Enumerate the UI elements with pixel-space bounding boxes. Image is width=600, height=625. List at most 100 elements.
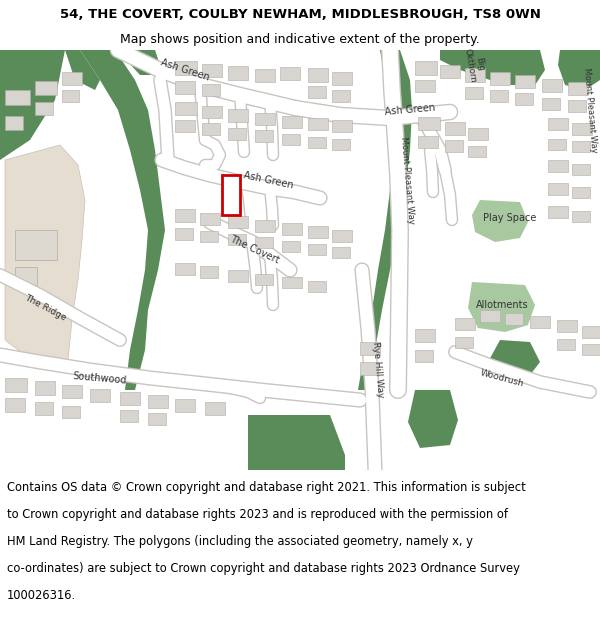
Bar xyxy=(15,230,57,260)
Bar xyxy=(308,118,328,130)
Text: Big
Okthorn: Big Okthorn xyxy=(463,46,488,84)
Bar xyxy=(120,392,140,405)
Bar xyxy=(62,385,82,398)
Bar xyxy=(120,410,138,422)
Bar xyxy=(308,281,326,292)
Text: Woodrush: Woodrush xyxy=(479,368,525,388)
Bar xyxy=(255,69,275,82)
Bar xyxy=(515,93,533,105)
Bar xyxy=(490,90,508,102)
Bar xyxy=(35,81,57,95)
Bar xyxy=(282,134,300,145)
Text: Ash Green: Ash Green xyxy=(385,103,436,117)
Bar xyxy=(228,216,248,228)
Bar xyxy=(582,326,600,338)
Bar xyxy=(62,90,79,102)
Bar xyxy=(282,223,302,235)
Bar xyxy=(202,106,222,118)
Bar xyxy=(280,67,300,80)
Bar xyxy=(440,65,460,78)
Polygon shape xyxy=(5,145,85,365)
Bar xyxy=(332,120,352,132)
Bar xyxy=(228,270,248,282)
Bar xyxy=(308,86,326,98)
Bar xyxy=(557,339,575,350)
Bar xyxy=(200,266,218,278)
Text: Map shows position and indicative extent of the property.: Map shows position and indicative extent… xyxy=(120,32,480,46)
Bar xyxy=(415,80,435,92)
Bar xyxy=(542,98,560,110)
Bar xyxy=(175,228,193,240)
Bar xyxy=(15,267,37,285)
Bar xyxy=(90,389,110,402)
Text: The Ridge: The Ridge xyxy=(23,293,67,322)
Text: Ash Green: Ash Green xyxy=(242,170,294,190)
Bar xyxy=(228,66,248,80)
Text: co-ordinates) are subject to Crown copyright and database rights 2023 Ordnance S: co-ordinates) are subject to Crown copyr… xyxy=(7,562,520,575)
Bar xyxy=(465,87,483,99)
Bar xyxy=(548,118,568,130)
Bar xyxy=(175,209,195,222)
Bar xyxy=(175,61,197,75)
Bar xyxy=(202,84,220,96)
Bar xyxy=(282,277,302,288)
Bar xyxy=(418,136,438,148)
Bar xyxy=(308,244,326,255)
Text: Southwood: Southwood xyxy=(73,371,127,386)
Polygon shape xyxy=(558,50,600,90)
Bar xyxy=(62,406,80,418)
Polygon shape xyxy=(472,200,528,242)
Polygon shape xyxy=(408,390,458,448)
Bar xyxy=(62,72,82,85)
Bar xyxy=(415,350,433,362)
Bar xyxy=(465,68,485,82)
Bar xyxy=(332,72,352,85)
Bar xyxy=(175,399,195,412)
Bar xyxy=(255,220,275,232)
Bar xyxy=(5,90,30,105)
Polygon shape xyxy=(80,50,165,390)
Bar xyxy=(542,79,562,92)
Text: to Crown copyright and database rights 2023 and is reproduced with the permissio: to Crown copyright and database rights 2… xyxy=(7,508,508,521)
Bar xyxy=(572,211,590,222)
Bar xyxy=(308,226,328,238)
Bar xyxy=(572,123,592,135)
Bar xyxy=(445,122,465,135)
Bar xyxy=(255,274,273,285)
Bar xyxy=(582,344,600,355)
Text: The Covert: The Covert xyxy=(229,234,281,266)
Bar xyxy=(480,310,500,322)
Bar xyxy=(332,139,350,150)
Bar xyxy=(5,116,23,130)
Bar xyxy=(35,102,53,115)
Polygon shape xyxy=(128,50,160,75)
Bar xyxy=(455,337,473,348)
Bar xyxy=(557,320,577,332)
Bar xyxy=(515,75,535,88)
Bar xyxy=(5,378,27,392)
Text: Contains OS data © Crown copyright and database right 2021. This information is : Contains OS data © Crown copyright and d… xyxy=(7,481,526,494)
Text: Mount Pleasant Way: Mount Pleasant Way xyxy=(582,67,598,153)
Bar xyxy=(5,398,25,412)
Bar xyxy=(568,100,586,112)
Bar xyxy=(572,141,590,152)
Text: Play Space: Play Space xyxy=(484,213,536,223)
Bar xyxy=(200,213,220,225)
Bar xyxy=(468,128,488,140)
Bar xyxy=(148,395,168,408)
Bar xyxy=(418,117,440,130)
Bar xyxy=(200,231,218,242)
Bar xyxy=(35,381,55,395)
Bar xyxy=(332,247,350,258)
Bar xyxy=(568,82,588,95)
Bar xyxy=(572,187,590,198)
Bar xyxy=(455,318,475,330)
Bar xyxy=(175,102,197,115)
Bar xyxy=(202,64,222,77)
Polygon shape xyxy=(248,415,345,470)
Polygon shape xyxy=(440,50,545,85)
Bar xyxy=(360,362,378,375)
Bar xyxy=(308,137,326,148)
Polygon shape xyxy=(468,282,535,332)
Polygon shape xyxy=(488,340,540,375)
